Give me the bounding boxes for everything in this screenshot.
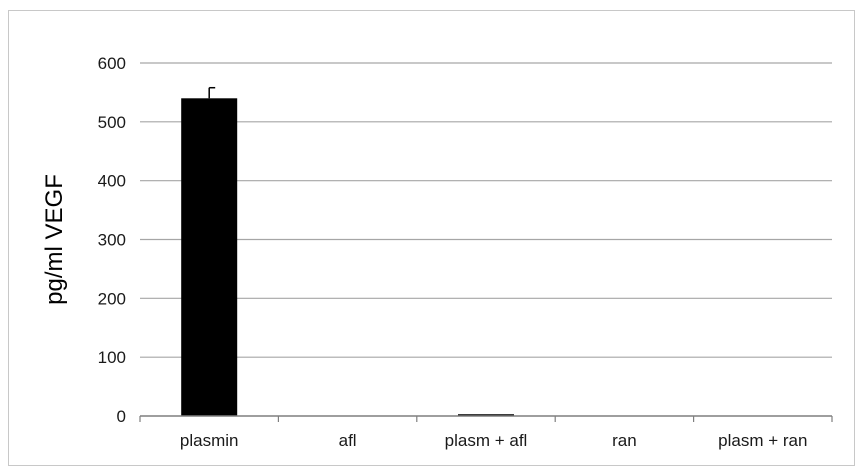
y-tick-label-300: 300 <box>98 231 126 250</box>
x-tick-label-4: plasm + ran <box>718 431 807 450</box>
x-tick-label-1: afl <box>339 431 357 450</box>
bars <box>181 86 514 417</box>
y-tick-label-500: 500 <box>98 113 126 132</box>
y-tick-label-100: 100 <box>98 348 126 367</box>
y-tick-labels: 0 100 200 300 400 500 600 <box>98 54 126 426</box>
bar-2 <box>458 414 514 416</box>
x-tick-label-3: ran <box>612 431 637 450</box>
y-tick-label-400: 400 <box>98 172 126 191</box>
gridlines <box>140 62 832 358</box>
y-tick-label-600: 600 <box>98 54 126 73</box>
y-axis-title: pg/ml VEGF <box>41 174 68 305</box>
x-tick-label-0: plasmin <box>180 431 239 450</box>
y-tick-label-0: 0 <box>117 407 126 426</box>
x-tick-labels: plasmin afl plasm + afl ran plasm + ran <box>139 416 833 450</box>
chart-frame <box>8 10 855 466</box>
x-tick-label-2: plasm + afl <box>445 431 528 450</box>
bar-0 <box>181 98 238 417</box>
y-tick-label-200: 200 <box>98 289 126 308</box>
